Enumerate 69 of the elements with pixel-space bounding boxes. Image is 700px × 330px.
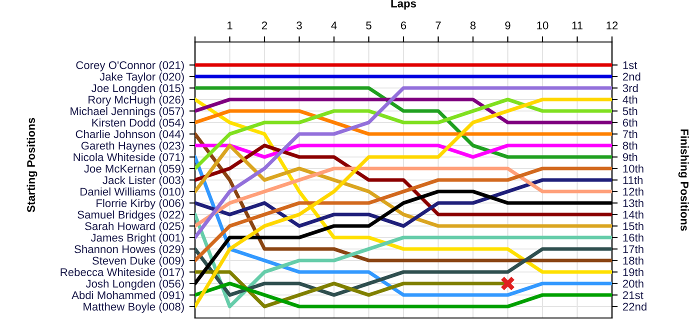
y2-tick-label: 3rd <box>622 84 638 92</box>
category-label: Josh Longden (056) <box>86 279 184 290</box>
y2-axis-title: Finishing Positions <box>678 130 689 231</box>
category-label: Rory McHugh (026) <box>88 95 184 106</box>
y2-tick-label: 10th <box>623 164 644 173</box>
y2-tick-label: 11th <box>623 176 642 184</box>
category-label: Shannon Howes (029) <box>74 244 184 256</box>
category-label: Joe Longden (015) <box>91 84 184 94</box>
line-series <box>195 178 612 228</box>
line-series <box>195 98 612 308</box>
line-series <box>195 98 612 170</box>
y2-tick-label: 21st <box>622 291 644 300</box>
category-label: Jack Lister (003) <box>102 176 184 186</box>
y2-tick-label: 4th <box>622 95 638 104</box>
line-series <box>195 247 612 297</box>
x-tick-label: 7 <box>436 22 441 30</box>
y2-tick-label: 2nd <box>622 72 640 81</box>
x-tick-label: 8 <box>470 22 476 30</box>
x-axis-title: Laps <box>391 0 416 10</box>
category-label: James Bright (001) <box>90 233 184 244</box>
category-label: Daniel Williams (010) <box>80 187 184 198</box>
x-tick-label: 1 <box>228 22 232 30</box>
category-label: Samuel Bridges (022) <box>78 210 184 221</box>
line-series <box>195 155 612 297</box>
x-tick-label: 3 <box>296 22 302 30</box>
x-tick-label: 6 <box>400 22 406 30</box>
y2-tick-label: 14th <box>623 210 644 219</box>
category-label: Gareth Haynes (023) <box>81 141 184 152</box>
category-label: Matthew Boyle (008) <box>84 302 184 313</box>
category-label: Kirsten Dodd (054) <box>92 118 184 129</box>
category-label: Florrie Kirby (006) <box>96 198 184 210</box>
category-label: Nicola Whiteside (071) <box>74 152 184 164</box>
line-series <box>195 86 612 240</box>
y2-tick-label: 1st <box>623 61 638 70</box>
y2-tick-label: 9th <box>622 152 638 162</box>
y2-tick-label: 6th <box>622 118 638 127</box>
x-tick-label: 9 <box>505 22 510 30</box>
text: Starting Positions <box>26 118 38 212</box>
category-label: Jake Taylor (020) <box>100 72 184 83</box>
line-series <box>195 212 612 308</box>
y2-tick-label: 8th <box>622 141 638 150</box>
category-label: Steven Duke (009) <box>92 256 184 267</box>
y2-tick-label: 7th <box>622 130 638 138</box>
y2-tick-label: 12th <box>623 187 644 196</box>
x-tick-label: 5 <box>366 22 372 30</box>
x-tick-label: 12 <box>606 22 618 30</box>
x-tick-label: 10 <box>537 22 548 30</box>
y2-tick-label: 18th <box>623 256 644 265</box>
y2-tick-label: 19th <box>623 268 644 276</box>
category-label: Sarah Howard (025) <box>85 222 184 232</box>
category-label: Charlie Johnson (044) <box>76 130 184 140</box>
line-series <box>195 86 612 159</box>
y2-tick-label: 20th <box>622 279 644 288</box>
y2-tick-label: 22nd <box>622 302 646 311</box>
x-tick-label: 11 <box>572 22 582 30</box>
category-label: Michael Jennings (057) <box>70 106 184 118</box>
category-label: Joe McKernan (059) <box>84 164 184 175</box>
y2-tick-label: 13th <box>623 198 644 208</box>
line-series <box>195 166 612 262</box>
y2-tick-label: 16th <box>623 233 644 242</box>
x-tick-label: 2 <box>262 22 268 30</box>
y2-tick-label: 5th <box>622 106 638 116</box>
y2-tick-label: 17th <box>623 244 644 254</box>
y2-tick-label: 15th <box>623 222 644 230</box>
category-label: Rebecca Whiteside (017) <box>60 268 184 278</box>
line-series <box>195 166 612 228</box>
x-tick-label: 4 <box>331 22 337 30</box>
category-label: Corey O'Connor (021) <box>76 60 184 72</box>
category-label: Abdi Mohammed (091) <box>72 290 184 302</box>
